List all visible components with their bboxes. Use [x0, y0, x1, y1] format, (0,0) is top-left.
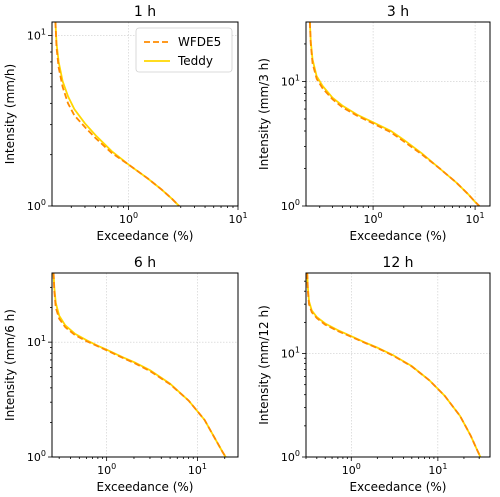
panel-title: 1 h: [134, 4, 156, 20]
y-tick-label: 100: [27, 449, 46, 464]
x-axis-label: Exceedance (%): [350, 480, 447, 494]
legend-label: Teddy: [177, 54, 213, 68]
series-line-wfde5: [52, 273, 227, 457]
y-axis-label: Intensity (mm/6 h): [3, 309, 17, 421]
series-line-wfde5: [308, 22, 480, 206]
x-tick-label: 100: [364, 211, 383, 226]
panel-title: 3 h: [387, 4, 409, 20]
y-tick-label: 101: [27, 28, 46, 43]
x-axis-label: Exceedance (%): [97, 229, 194, 243]
series-line-wfde5: [54, 22, 180, 206]
y-tick-label: 100: [281, 198, 300, 213]
y-tick-label: 101: [281, 346, 300, 361]
panel-title: 6 h: [134, 255, 156, 271]
axes-frame: [51, 272, 239, 458]
legend-label: WFDE5: [178, 35, 221, 49]
panel-title: 12 h: [382, 255, 413, 271]
x-tick-label: 101: [228, 211, 247, 226]
y-tick-label: 101: [27, 334, 46, 349]
x-tick-label: 101: [428, 462, 447, 477]
x-tick-label: 100: [119, 211, 138, 226]
chart-panel-2: 100 101 100 101 3 h Exceedance (%) Intensity (…: [257, 4, 491, 243]
x-tick-label: 101: [466, 211, 485, 226]
x-tick-label: 100: [97, 462, 116, 477]
y-tick-label: 100: [281, 449, 300, 464]
series-line-wfde5: [306, 273, 482, 457]
chart-panel-3: 100 101 100 101 6 h Exceedance (%) Intensity (…: [3, 255, 239, 494]
y-axis-label: Intensity (mm/12 h): [257, 305, 271, 425]
x-axis-label: Exceedance (%): [350, 229, 447, 243]
axes-frame: [305, 21, 491, 207]
axes-frame: [305, 272, 491, 458]
chart-panel-1: 100 101 100 101 1 h Exceedance (%) Intensity (…: [3, 4, 248, 243]
x-axis-label: Exceedance (%): [97, 480, 194, 494]
x-tick-label: 101: [188, 462, 207, 477]
series-line-teddy: [306, 273, 482, 457]
y-axis-label: Intensity (mm/3 h): [257, 58, 271, 170]
y-tick-label: 101: [281, 73, 300, 88]
legend: WFDE5 Teddy: [135, 27, 233, 73]
chart-panel-4: 100 101 100 101 12 h Exceedance (%) Intensity …: [257, 255, 491, 494]
series-line-teddy: [308, 22, 480, 206]
y-axis-label: Intensity (mm/h): [3, 64, 17, 164]
y-tick-label: 100: [27, 198, 46, 213]
x-tick-label: 100: [342, 462, 361, 477]
axes-frame: [51, 21, 239, 207]
